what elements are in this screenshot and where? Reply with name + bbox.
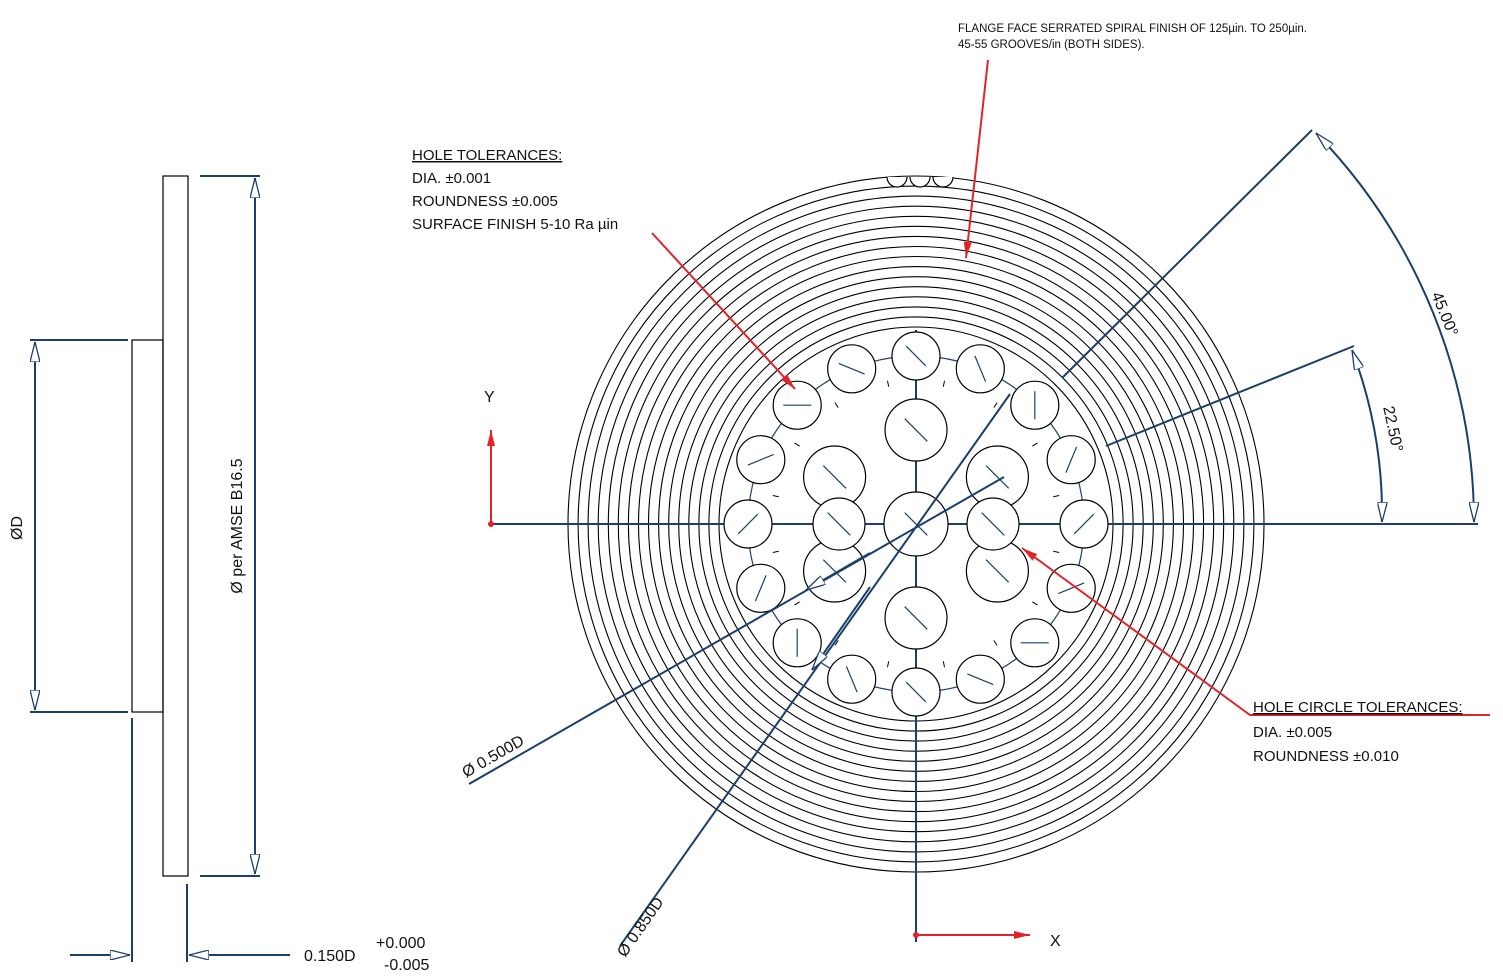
position-tick xyxy=(1032,442,1038,447)
edge-notch xyxy=(932,176,954,188)
thickness-tol-lower: -0.005 xyxy=(384,957,429,974)
serration-callout: FLANGE FACE SERRATED SPIRAL FINISH OF 12… xyxy=(958,23,1307,259)
hole-centermark xyxy=(747,453,774,466)
flange-plate xyxy=(162,175,189,877)
hole-tol-finish: SURFACE FINISH 5-10 Ra µin xyxy=(412,216,618,233)
hole-centermark xyxy=(981,512,1005,536)
outer-dia-label: Ø 0.850D xyxy=(614,894,667,960)
angle-arc-22-5 xyxy=(1351,350,1382,522)
position-tick xyxy=(993,402,998,408)
flange-diameter-dimension: Ø per AMSE B16.5 xyxy=(200,175,260,877)
serration-note-line1: FLANGE FACE SERRATED SPIRAL FINISH OF 12… xyxy=(958,23,1307,35)
position-tick xyxy=(942,661,945,668)
hole-centermark xyxy=(822,465,847,489)
position-tick xyxy=(887,661,890,668)
position-tick xyxy=(1032,601,1038,606)
face-view: 45.00° 22.50° Ø 0.500D Ø 0.850D Y X FLAN… xyxy=(412,23,1490,960)
position-tick xyxy=(834,640,839,646)
hole-tol-dia: DIA. ±0.001 xyxy=(412,170,491,187)
bore-diameter-label: ØD xyxy=(9,516,26,540)
hole-position-ticks xyxy=(772,380,1060,668)
hole-centermark xyxy=(1073,513,1095,535)
hole-centermark xyxy=(737,513,759,535)
position-tick xyxy=(794,601,800,606)
position-tick xyxy=(1053,550,1060,553)
angle-22-5-label: 22.50° xyxy=(1379,405,1405,454)
flange-diameter-label: Ø per AMSE B16.5 xyxy=(229,458,246,593)
side-view: ØD Ø per AMSE B16.5 0.150D +0.000 -0.005 xyxy=(9,175,429,974)
thickness-tol-upper: +0.000 xyxy=(376,935,425,952)
angle-arc-45 xyxy=(1315,132,1474,522)
hole-circle-tol-roundness: ROUNDNESS ±0.010 xyxy=(1253,748,1399,765)
inner-dia-arrow xyxy=(805,552,871,591)
position-tick xyxy=(834,402,839,408)
bore-diameter-dimension: ØD xyxy=(9,339,128,713)
hole-centermark xyxy=(904,512,928,536)
y-axis-label: Y xyxy=(484,389,495,406)
outer-dia-arrow xyxy=(811,586,871,671)
hole-centermark xyxy=(1058,582,1085,595)
hole-centermark xyxy=(985,465,1010,489)
x-axis-label: X xyxy=(1050,933,1061,950)
hole-circle-tolerances-callout: HOLE CIRCLE TOLERANCES: DIA. ±0.005 ROUN… xyxy=(1021,547,1490,765)
angle-ray-45 xyxy=(1061,129,1313,379)
position-tick xyxy=(794,442,800,447)
hole-centermark xyxy=(904,606,928,630)
x-origin-point xyxy=(913,932,919,938)
coordinate-axes: Y X xyxy=(484,389,1061,950)
hub-profile xyxy=(131,339,164,713)
thickness-label: 0.150D xyxy=(304,948,356,965)
position-tick xyxy=(1053,495,1060,498)
angle-dimensions: 45.00° 22.50° xyxy=(1061,129,1474,522)
position-tick xyxy=(772,495,779,498)
position-tick xyxy=(942,380,945,387)
edge-notch xyxy=(886,176,908,188)
edge-notches xyxy=(886,176,954,188)
hole-centermark xyxy=(985,559,1010,583)
hole-centermark xyxy=(845,666,858,693)
position-tick xyxy=(772,550,779,553)
hole-centermark xyxy=(905,681,927,703)
position-tick xyxy=(993,640,998,646)
hole-tolerances-title: HOLE TOLERANCES: xyxy=(412,147,562,164)
edge-notch xyxy=(909,176,931,188)
hole-tol-roundness: ROUNDNESS ±0.005 xyxy=(412,193,558,210)
angle-ray-22-5 xyxy=(1105,345,1355,447)
holes xyxy=(723,331,1109,717)
angle-45-label: 45.00° xyxy=(1428,290,1461,339)
hole-circle-tol-dia: DIA. ±0.005 xyxy=(1253,724,1332,741)
hole-centermark xyxy=(827,512,851,536)
position-tick xyxy=(887,380,890,387)
hole-centermark xyxy=(905,345,927,367)
hole-centermark xyxy=(974,355,987,382)
hole-tolerances-callout: HOLE TOLERANCES: DIA. ±0.001 ROUNDNESS ±… xyxy=(412,147,796,390)
thickness-dimension: 0.150D +0.000 -0.005 xyxy=(70,718,429,974)
serration-note-line2: 45-55 GROOVES/in (BOTH SIDES). xyxy=(958,39,1145,51)
hole-centermark xyxy=(904,418,928,442)
hole-centermark xyxy=(754,575,767,602)
hole-centermark xyxy=(967,673,994,686)
hole-centermark xyxy=(822,559,847,583)
origin-point xyxy=(488,521,494,527)
hole-circle-tolerances-title: HOLE CIRCLE TOLERANCES: xyxy=(1253,699,1463,716)
hole-centermark xyxy=(1065,446,1078,473)
hole-centermark xyxy=(838,362,865,375)
